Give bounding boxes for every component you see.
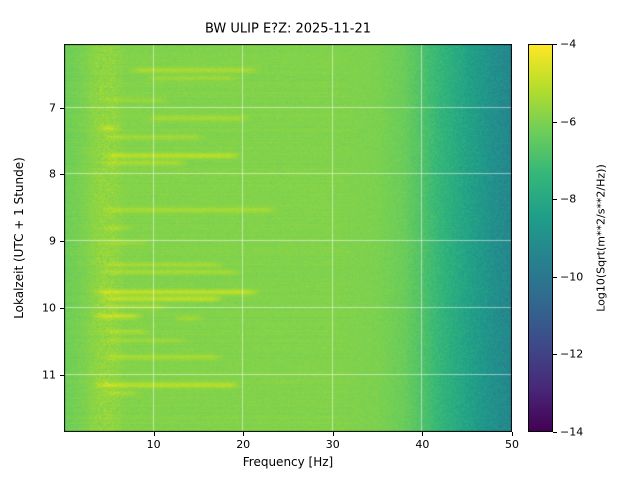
- y-tick-label: 11: [42, 368, 56, 382]
- y-tick-mark: [60, 107, 64, 109]
- colorbar-label: Log10(Sqrt(m**2/s**2/Hz)): [594, 164, 608, 312]
- colorbar-tick-mark: [553, 354, 557, 356]
- x-tick-mark: [422, 432, 424, 436]
- colorbar: [528, 44, 553, 432]
- y-tick-mark: [60, 174, 64, 176]
- y-axis-label: Lokalzeit (UTC + 1 Stunde): [12, 157, 26, 319]
- x-tick-label: 10: [146, 438, 161, 451]
- y-tick-label: 10: [42, 301, 56, 315]
- y-axis: 7 8 9 10 11: [0, 44, 64, 432]
- plot-title: BW ULIP E?Z: 2025-11-21: [204, 21, 372, 37]
- x-axis-label: Frequency [Hz]: [242, 455, 334, 469]
- spectrogram-canvas: [64, 44, 512, 432]
- y-tick-mark: [60, 308, 64, 310]
- colorbar-tick-mark: [553, 44, 557, 45]
- x-tick-label: 50: [505, 438, 519, 451]
- x-tick-mark: [243, 432, 245, 436]
- plot-area: [64, 44, 512, 432]
- colorbar-tick-label: −6: [560, 115, 577, 129]
- y-tick-label: 7: [49, 101, 56, 115]
- y-tick-mark: [60, 375, 64, 377]
- colorbar-tick-label: −10: [560, 270, 584, 284]
- x-tick-label: 20: [236, 438, 251, 451]
- x-tick-mark: [153, 432, 155, 436]
- colorbar-tick-mark: [553, 199, 557, 201]
- colorbar-tick-label: −8: [560, 192, 577, 206]
- colorbar-tick-label: −12: [560, 347, 584, 361]
- colorbar-tick-mark: [553, 432, 557, 433]
- x-tick-label: 30: [325, 438, 340, 451]
- colorbar-tick-label: −4: [560, 37, 577, 51]
- x-tick-mark: [512, 432, 513, 436]
- y-tick-label: 9: [49, 234, 56, 248]
- colorbar-tick-label: −14: [560, 425, 584, 439]
- colorbar-tick-mark: [553, 121, 557, 123]
- x-tick-mark: [332, 432, 334, 436]
- colorbar-tick-mark: [553, 276, 557, 278]
- colorbar-axis: −4 −6 −8 −10 −12 −14: [553, 38, 599, 439]
- y-tick-mark: [60, 241, 64, 243]
- y-tick-label: 8: [49, 167, 56, 181]
- x-axis: 10 20 30 40 50: [64, 432, 519, 456]
- x-tick-label: 40: [415, 438, 430, 451]
